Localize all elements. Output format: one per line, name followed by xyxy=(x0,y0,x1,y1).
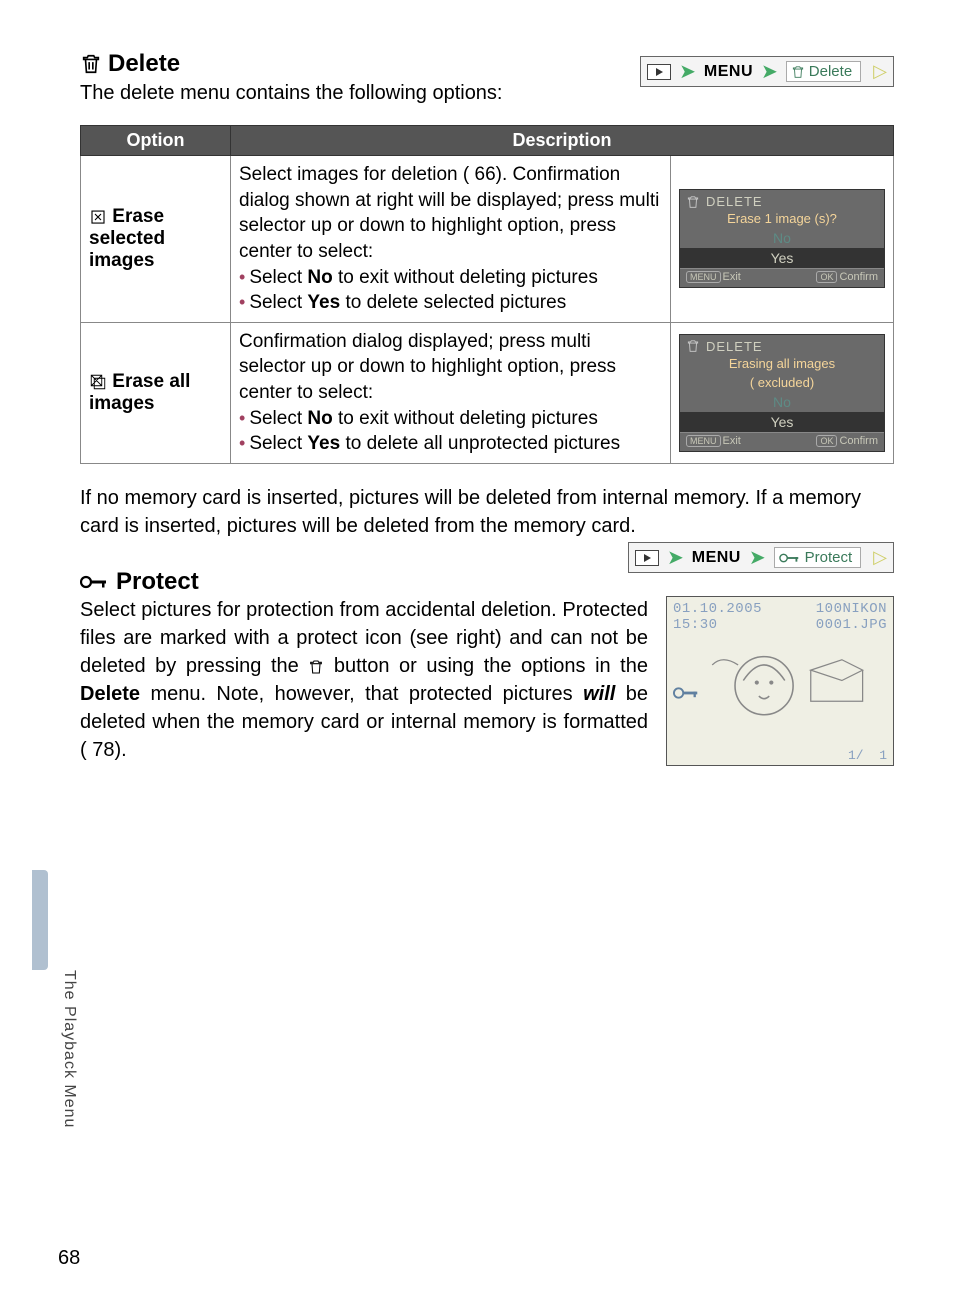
memory-note: If no memory card is inserted, pictures … xyxy=(80,484,894,540)
side-tab xyxy=(32,870,48,970)
ok-tag: OK xyxy=(816,271,837,283)
table-row: Erase all images Confirmation dialog dis… xyxy=(81,322,894,463)
menu-label: MENU xyxy=(704,63,753,81)
cs-msg: Erasing all images xyxy=(680,354,884,373)
trash-icon xyxy=(308,659,324,675)
cs-no: No xyxy=(680,392,884,412)
protect-text: Select pictures for protection from acci… xyxy=(80,596,648,764)
protect-title: Protect xyxy=(116,568,199,596)
breadcrumb-label: Delete xyxy=(809,63,852,80)
options-table: Option Description Erase selected images… xyxy=(80,125,894,464)
will-italic: will xyxy=(583,683,615,705)
pi-date: 01.10.2005 xyxy=(673,601,762,617)
option-erase-selected: Erase selected images xyxy=(81,156,231,323)
ok-tag: OK xyxy=(816,435,837,447)
erase-selected-icon xyxy=(89,208,107,226)
bullet-icon: • xyxy=(239,408,245,428)
cs-yes: Yes xyxy=(680,412,884,432)
option-desc: Select images for deletion ( 66). Confir… xyxy=(231,156,671,323)
key-icon xyxy=(779,551,801,565)
page-number: 68 xyxy=(58,1247,80,1270)
erase-all-icon xyxy=(89,373,107,391)
play-icon xyxy=(635,550,659,566)
breadcrumb-label: Protect xyxy=(805,549,853,566)
delete-title: Delete xyxy=(108,50,180,78)
bullet-icon: • xyxy=(239,267,245,287)
cam-screen-1: DELETE Erase 1 image (s)? No Yes MENUExi… xyxy=(679,189,885,288)
arrow-icon: ➤ xyxy=(749,545,766,570)
protect-preview: 01.10.2005 15:30 100NIKON 0001.JPG xyxy=(666,596,894,766)
trash-icon xyxy=(686,339,700,353)
pi-folder: 100NIKON xyxy=(816,601,887,617)
pt-mid: button or using the options in the xyxy=(324,655,648,677)
pi-file: 0001.JPG xyxy=(816,617,887,633)
yes-bold: Yes xyxy=(307,433,340,454)
cs-title-text: DELETE xyxy=(706,339,763,354)
no-bold: No xyxy=(307,408,332,429)
menu-tag: MENU xyxy=(686,435,721,447)
pi-count-a: 1/ xyxy=(848,748,864,763)
option-desc: Confirmation dialog displayed; press mul… xyxy=(231,322,671,463)
breadcrumb-item-delete: Delete xyxy=(786,61,861,82)
cs-confirm: Confirm xyxy=(839,435,878,447)
arrow-icon: ➤ xyxy=(761,59,778,84)
desc-intro: Confirmation dialog displayed; press mul… xyxy=(239,331,616,403)
pi-time: 15:30 xyxy=(673,617,762,633)
arrow-icon: ➤ xyxy=(679,59,696,84)
cs-title-text: DELETE xyxy=(706,194,763,209)
delete-bold: Delete xyxy=(80,683,140,705)
sample-drawing xyxy=(707,639,873,753)
pt-mid2: menu. Note, however, that protected pict… xyxy=(140,683,583,705)
no-bold: No xyxy=(307,267,332,288)
bullet-icon: • xyxy=(239,433,245,453)
th-option: Option xyxy=(81,126,231,156)
chevron-right-icon: ▷ xyxy=(873,61,887,82)
yes-bold: Yes xyxy=(307,292,340,313)
arrow-icon: ➤ xyxy=(667,545,684,570)
trash-icon xyxy=(686,195,700,209)
th-description: Description xyxy=(231,126,894,156)
cam-screen-2: DELETE Erasing all images ( excluded) No… xyxy=(679,334,885,452)
cs-no: No xyxy=(680,228,884,248)
pi-count-b: 1 xyxy=(879,748,887,763)
menu-tag: MENU xyxy=(686,271,721,283)
option-screenshot: DELETE Erasing all images ( excluded) No… xyxy=(671,322,894,463)
protect-key-overlay xyxy=(673,683,701,708)
trash-icon xyxy=(80,53,102,75)
menu-label: MENU xyxy=(692,549,741,567)
cs-confirm: Confirm xyxy=(839,271,878,283)
play-icon xyxy=(647,64,671,80)
cs-exit: Exit xyxy=(723,271,741,283)
option-screenshot: DELETE Erase 1 image (s)? No Yes MENUExi… xyxy=(671,156,894,323)
table-row: Erase selected images Select images for … xyxy=(81,156,894,323)
cs-msg: Erase 1 image (s)? xyxy=(680,209,884,228)
bullet-icon: • xyxy=(239,292,245,312)
breadcrumb-item-protect: Protect xyxy=(774,547,862,568)
desc-intro: Select images for deletion ( 66). Confir… xyxy=(239,164,659,262)
breadcrumb-protect: ➤ MENU ➤ Protect ▷ xyxy=(628,542,894,573)
key-icon xyxy=(80,573,110,591)
trash-icon xyxy=(791,65,805,79)
side-label: The Playback Menu xyxy=(60,970,78,1128)
cs-exit: Exit xyxy=(723,435,741,447)
chevron-right-icon: ▷ xyxy=(873,547,887,568)
breadcrumb-delete: ➤ MENU ➤ Delete ▷ xyxy=(640,56,894,87)
cs-msg2: ( excluded) xyxy=(680,373,884,392)
option-erase-all: Erase all images xyxy=(81,322,231,463)
cs-yes: Yes xyxy=(680,248,884,268)
